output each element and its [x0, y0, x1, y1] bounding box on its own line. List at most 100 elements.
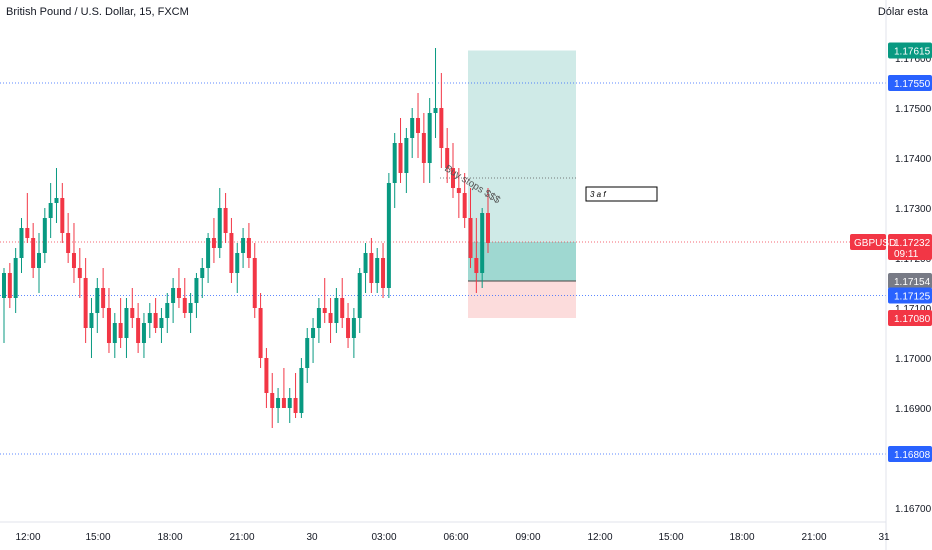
candle — [48, 183, 53, 238]
candle-body — [141, 323, 146, 343]
candle-body — [66, 233, 71, 253]
price-tag-label: 1.17550 — [894, 79, 931, 90]
candle — [369, 238, 374, 293]
candle — [381, 243, 386, 298]
candle-body — [381, 258, 386, 288]
x-tick-label: 12:00 — [587, 532, 612, 543]
candle-body — [322, 308, 327, 313]
candle — [19, 218, 24, 273]
stop-loss-zone[interactable] — [468, 281, 576, 318]
x-tick-label: 15:00 — [85, 532, 110, 543]
y-tick-label: 1.16700 — [895, 504, 932, 515]
candle-body — [106, 308, 111, 343]
candle-body — [31, 238, 36, 268]
candle — [194, 273, 199, 318]
candle — [392, 133, 397, 208]
candle-body — [42, 218, 47, 253]
candle — [252, 243, 257, 318]
candle-body — [316, 308, 321, 328]
candle — [95, 278, 100, 333]
candle-body — [13, 258, 18, 298]
candle-body — [281, 398, 286, 408]
candle-body — [258, 308, 263, 358]
candle — [60, 183, 65, 243]
candle — [223, 193, 228, 243]
candle — [7, 263, 12, 308]
candle — [54, 168, 59, 223]
candle — [217, 188, 222, 258]
price-tag — [888, 273, 932, 289]
candle-body — [328, 313, 333, 323]
candle — [334, 288, 339, 333]
price-tag — [888, 310, 932, 326]
candle — [404, 128, 409, 193]
candle — [101, 268, 106, 318]
candle — [416, 93, 421, 158]
candle — [433, 48, 438, 138]
candle-body — [235, 253, 240, 273]
y-tick-label: 1.17300 — [895, 204, 932, 215]
candle-body — [276, 398, 281, 408]
candle-body — [171, 288, 176, 303]
candle — [153, 298, 158, 333]
candle-body — [48, 203, 53, 218]
candle-body — [89, 313, 94, 328]
price-tag — [888, 75, 932, 91]
text-box-label: 3 a f — [590, 190, 606, 199]
candle — [211, 218, 216, 263]
candle — [200, 258, 205, 298]
price-tag — [888, 446, 932, 462]
candle — [293, 373, 298, 418]
candle-body — [410, 118, 415, 138]
symbol-tag — [850, 234, 886, 250]
candle-body — [451, 168, 456, 188]
candle-body — [305, 338, 310, 368]
candle-body — [241, 238, 246, 253]
candle-body — [217, 208, 222, 248]
candle-body — [462, 193, 467, 218]
text-box[interactable] — [585, 186, 658, 202]
candle — [468, 188, 473, 268]
candle — [118, 298, 123, 348]
candle-body — [351, 318, 356, 338]
price-tag — [888, 42, 932, 59]
candle-body — [404, 138, 409, 173]
candle — [182, 278, 187, 318]
candle-body — [101, 288, 106, 308]
candle-body — [287, 398, 292, 408]
candle-body — [112, 323, 117, 343]
candle-body — [36, 253, 41, 268]
candle-body — [386, 183, 391, 288]
candle-body — [346, 318, 351, 338]
candle — [398, 118, 403, 183]
y-tick-label: 1.17600 — [895, 54, 932, 65]
candle-body — [311, 328, 316, 338]
candle — [77, 248, 82, 298]
candle-body — [54, 198, 59, 203]
candle-body — [433, 108, 438, 113]
candle-body — [421, 133, 426, 163]
candle — [410, 108, 415, 158]
candle — [229, 218, 234, 283]
x-tick-label: 06:00 — [443, 532, 468, 543]
candle — [13, 248, 18, 313]
x-tick-label: 03:00 — [371, 532, 396, 543]
candle-body — [293, 398, 298, 413]
countdown-label: 09:11 — [894, 249, 919, 260]
candle — [270, 373, 275, 428]
candle — [130, 288, 135, 328]
x-tick-label: 18:00 — [729, 532, 754, 543]
candle — [141, 313, 146, 358]
candle — [31, 223, 36, 278]
x-tick-label: 21:00 — [801, 532, 826, 543]
y-tick-label: 1.17100 — [895, 304, 932, 315]
price-tag — [888, 234, 932, 260]
y-tick-label: 1.17000 — [895, 354, 932, 365]
y-tick-label: 1.17400 — [895, 154, 932, 165]
candle-body — [159, 318, 164, 328]
candle — [346, 303, 351, 348]
candle-body — [223, 208, 228, 233]
y-tick-label: 1.17500 — [895, 104, 932, 115]
candle-body — [264, 358, 269, 393]
